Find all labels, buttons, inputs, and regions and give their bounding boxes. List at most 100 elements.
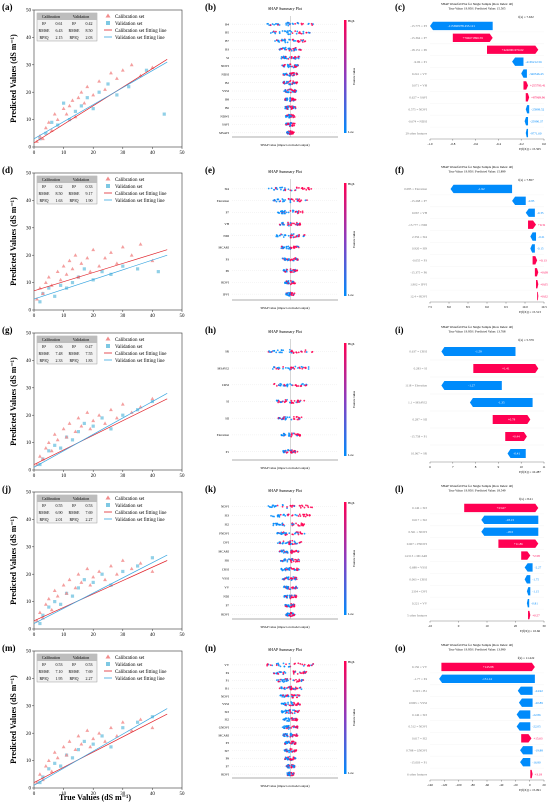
calibration-point [120,244,125,249]
feature-label: P4 [226,671,230,675]
waterfall-value-label: +0.02 [540,294,548,298]
shap-point [266,22,269,25]
shap-point [297,515,300,517]
waterfall-feature-label: 0.283 = SI [414,367,427,371]
shap-point [300,22,303,25]
legend-label: Calibration set fitting line [115,352,167,357]
shap-point [291,694,294,697]
legend-label: Calibration set [115,178,145,183]
y-tick-label: 10 [26,759,32,764]
stats-cell: 1.95 [56,676,63,681]
calibration-fit-line [33,249,168,292]
waterfall-value-label: -0.35 [537,211,544,215]
waterfall-value-label: -2.27 [535,566,542,570]
waterfall-value-label: +0.57 [532,613,540,617]
stats-cell: R² [72,344,77,349]
x-tick-label: -60 [485,783,490,787]
calibration-point [52,588,57,593]
shap-point [278,234,281,237]
feature-label: SI7 [225,749,230,753]
shap-point [281,351,283,354]
feature-label: B3 [225,47,229,51]
stats-cell: RPIQ [39,35,48,40]
shap-point [291,703,294,706]
feature-label: P3 [226,741,230,745]
beeswarm-panel-0: (b) SHAP Summary Plot SHAP value (impact o… [205,2,356,147]
shap-point [273,350,276,352]
shap-point [282,189,285,192]
chart-title: SHAP Waterfall Plot for Single Sample (R… [441,2,513,6]
legend-label: Validation set fitting line [115,36,165,41]
shap-point [280,57,283,60]
feature-label: GNDVI [219,726,229,730]
chart-title: SHAP Waterfall Plot for Single Sample (R… [441,165,513,169]
shap-point [282,269,285,272]
waterfall-bar [481,527,539,536]
shap-point [284,743,286,745]
shap-point [282,540,285,543]
calibration-point [67,103,72,108]
waterfall-value-label: +0.05 [540,282,548,286]
validation-point [121,569,125,574]
shap-point [295,718,297,721]
shap-point [281,38,283,41]
shap-point [295,210,297,213]
stats-cell: 1.90 [86,198,93,203]
calibration-point [109,407,113,412]
shap-point [287,21,290,24]
shap-point [279,186,281,189]
shap-point [292,734,295,736]
calibration-point [67,577,72,582]
feature-label: SI2 [225,718,230,722]
feature-label: MSAVI [219,131,229,135]
shap-point [287,91,290,94]
calibration-fit-line [33,398,168,465]
shap-point [275,384,278,387]
shap-point [283,585,285,588]
stats-header-cell: Calibration [42,14,60,19]
shap-point [291,401,294,404]
shap-point [291,543,294,546]
shap-point [300,32,303,35]
shap-point [292,587,294,590]
calibration-point [52,432,57,436]
x-axis-label: SHAP value (impact on model output) [260,625,309,629]
calibration-point [61,744,66,749]
shap-point [283,451,285,454]
validation-fit-line [33,554,168,624]
calibration-point [76,415,81,420]
shap-point [287,131,290,134]
shap-point [302,672,305,675]
shap-point [295,221,298,224]
feature-label: B1 [225,687,229,691]
chart-subtitle: True Value: 19.950 | Predicted Value: 13… [448,648,505,652]
waterfall-feature-label: -15.003 = P1 [410,760,427,764]
waterfall-bar [524,116,529,126]
shap-point [286,115,289,118]
fx-label: f(x) = 5.379 [518,338,534,342]
chart-subtitle: True Value: 19.950 | Predicted Value: 18… [448,489,505,493]
validation-point [59,764,63,768]
shap-point [276,504,279,507]
shap-point [288,294,291,297]
shap-point [291,259,294,261]
shap-point [283,735,286,738]
x-axis-label: SHAP value (impact on model output) [260,466,309,470]
shap-point [286,398,288,401]
waterfall-bar [525,208,535,217]
waterfall-bar [528,220,537,229]
stats-table: Calibration Validation R² 0.61 R² 0.42 RMSE 6.4… [36,12,98,42]
waterfall-bar [507,449,526,458]
shap-point [285,567,288,569]
calibration-point [35,297,39,301]
shap-point [290,605,293,608]
waterfall-bar [492,415,531,424]
shap-point [291,38,294,41]
waterfall-bar [439,674,535,684]
calibration-point [97,413,102,417]
shap-point [293,532,296,535]
stats-cell: R² [72,21,77,26]
shap-point [291,596,294,599]
shap-point [295,32,298,35]
x-tick-label: 8.5 [466,305,470,309]
